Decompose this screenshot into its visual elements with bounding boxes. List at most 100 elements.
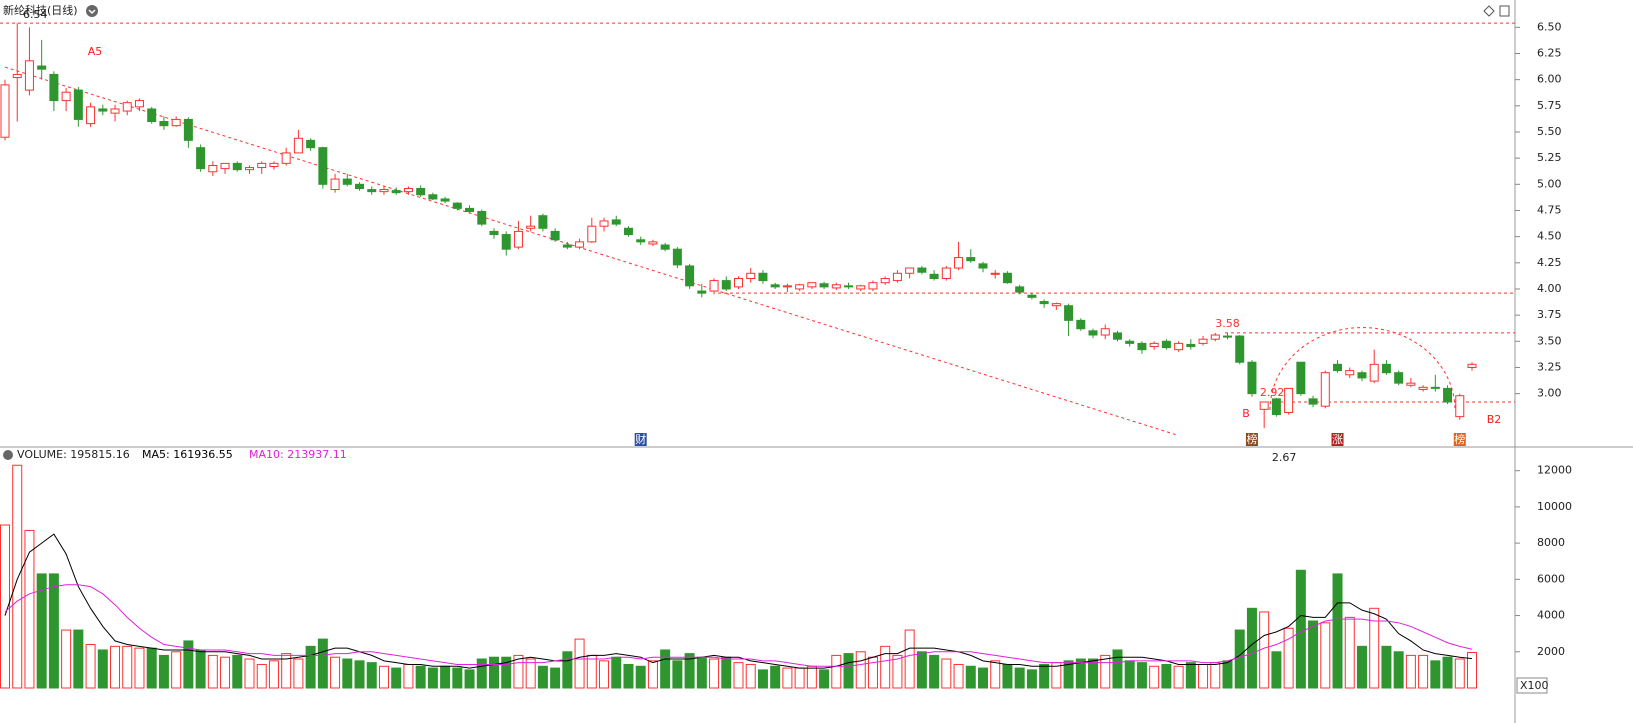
event-marker (1245, 433, 1258, 446)
volume-menu[interactable] (3, 450, 13, 460)
window-button[interactable] (1499, 5, 1510, 17)
candle-body (122, 102, 132, 112)
volume-bar (1454, 658, 1465, 689)
y-tick-label: 6.25 (1537, 46, 1562, 59)
candle-body (831, 284, 841, 289)
volume-bar (195, 649, 206, 689)
volume-bar (672, 660, 683, 689)
candle-body (61, 91, 71, 102)
ma5-line (4, 533, 1473, 669)
candle-body (1100, 328, 1110, 336)
volume-bar (1039, 663, 1050, 689)
candle-body (1406, 382, 1416, 386)
volume-bar (855, 651, 866, 689)
candle-body (293, 137, 303, 154)
volume-bar (501, 656, 512, 689)
event-marker (1331, 433, 1344, 446)
volume-bar (317, 638, 328, 689)
volume-bar (843, 653, 854, 689)
volume-bar (904, 629, 915, 689)
candle-body (1284, 387, 1294, 413)
candle-body (12, 73, 22, 79)
candle-body (330, 178, 340, 191)
volume-bar (1381, 645, 1392, 689)
candle-body (1076, 319, 1086, 330)
candle-body (171, 118, 181, 127)
candle-body (269, 162, 279, 168)
volume-bar (1088, 658, 1099, 689)
candle-body (257, 162, 267, 169)
volume-bar (562, 651, 573, 689)
candle-body (599, 220, 609, 227)
volume-bar (586, 654, 597, 689)
candle-body (941, 267, 951, 280)
volume-bar (1124, 660, 1135, 689)
event-label: 财 (635, 432, 646, 446)
candle-body (1247, 361, 1257, 395)
candle-body (611, 219, 621, 225)
volume-bar (709, 658, 720, 689)
volume-bar (574, 638, 585, 689)
candle-body (1357, 372, 1367, 379)
candle-body (1161, 340, 1171, 349)
volume-bar (1161, 663, 1172, 689)
volume-bar (1002, 663, 1013, 689)
candle-body (807, 282, 817, 288)
candle-body (550, 230, 560, 241)
candle-body (746, 272, 756, 280)
volume-bar (916, 651, 927, 689)
event-label: 榜 (1246, 432, 1257, 446)
volume-bar (268, 660, 279, 689)
y-tick-label: 6.00 (1537, 73, 1562, 86)
candle-body (281, 152, 291, 164)
candle-body (990, 272, 1000, 275)
volume-bar (48, 573, 59, 689)
event-label: 涨 (1332, 433, 1343, 446)
candle-body (526, 225, 536, 229)
y-tick-label: 4.75 (1537, 203, 1562, 216)
volume-bar (1149, 665, 1160, 689)
price-label: 2.67 (1272, 451, 1297, 464)
volume-bar (256, 663, 267, 689)
ma10-line (4, 584, 1473, 667)
candle-body (648, 241, 658, 245)
volume-bar (244, 658, 255, 689)
volume-bar (660, 649, 671, 689)
ma5-label: MA5: 161936.55 (142, 448, 233, 461)
volume-bar (97, 649, 108, 689)
volume-bar (819, 669, 830, 689)
candle-body (379, 189, 389, 193)
candle-body (1051, 303, 1061, 307)
diamond-button[interactable] (1483, 5, 1495, 17)
volume-bar (1198, 663, 1209, 689)
volume-bar (513, 654, 524, 689)
candle-body (1271, 398, 1281, 416)
candle-body (1296, 361, 1306, 395)
volume-bar (232, 654, 243, 689)
y-tick-label: 3.25 (1537, 360, 1562, 373)
volume-bar (36, 573, 47, 689)
price-label: 6.54 (23, 8, 48, 21)
candle-body (428, 194, 438, 200)
candle-body (734, 278, 743, 288)
volume-bar (1467, 652, 1477, 689)
candle-body (636, 239, 646, 243)
candle-body (917, 267, 927, 273)
candle-body (562, 244, 572, 248)
candle-body (1308, 398, 1318, 405)
candle-body (929, 273, 939, 280)
volume-bar (1173, 665, 1184, 689)
candle-body (1210, 334, 1220, 340)
candle-body (575, 241, 585, 248)
volume-bar (1185, 662, 1196, 689)
menu-button[interactable] (86, 5, 98, 17)
candle-body (966, 257, 976, 262)
volume-bar (794, 667, 805, 689)
candle-body (477, 211, 487, 225)
y-tick-label: 4000 (1537, 609, 1565, 622)
volume-bar (770, 665, 781, 689)
candle-body (1235, 335, 1245, 363)
volume-bar (391, 667, 402, 689)
candle-body (856, 285, 866, 290)
